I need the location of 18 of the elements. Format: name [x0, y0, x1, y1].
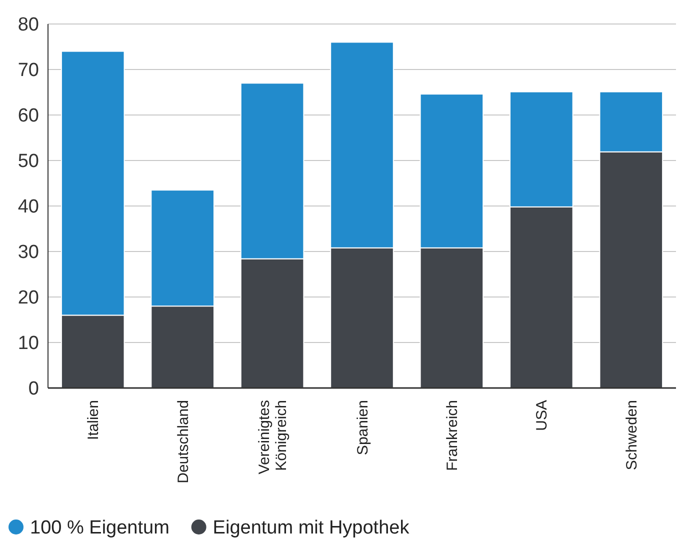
- y-tick-label: 60: [18, 106, 39, 127]
- y-tick-label: 50: [18, 151, 39, 172]
- x-tick-label: Schweden: [623, 400, 640, 470]
- y-tick-label: 0: [28, 378, 39, 400]
- y-tick-label: 20: [18, 288, 39, 309]
- x-tick-label: USA: [534, 400, 551, 431]
- x-tick-label: Deutschland: [174, 400, 192, 484]
- legend-label: Eigentum mit Hypothek: [212, 518, 410, 539]
- y-tick-label: 40: [18, 196, 39, 218]
- y-tick-label: 10: [18, 333, 39, 354]
- y-tick-label: 80: [18, 14, 39, 36]
- x-tick-label: Spanien: [354, 400, 372, 456]
- x-tick-label: Frankreich: [444, 400, 461, 471]
- y-tick-label: 30: [18, 242, 39, 264]
- legend-label: 100 % Eigentum: [30, 518, 170, 539]
- x-tick-label: Vereinigtes Königreich: [256, 400, 290, 474]
- x-tick-label: Italien: [85, 400, 102, 440]
- y-tick-label: 70: [18, 60, 39, 82]
